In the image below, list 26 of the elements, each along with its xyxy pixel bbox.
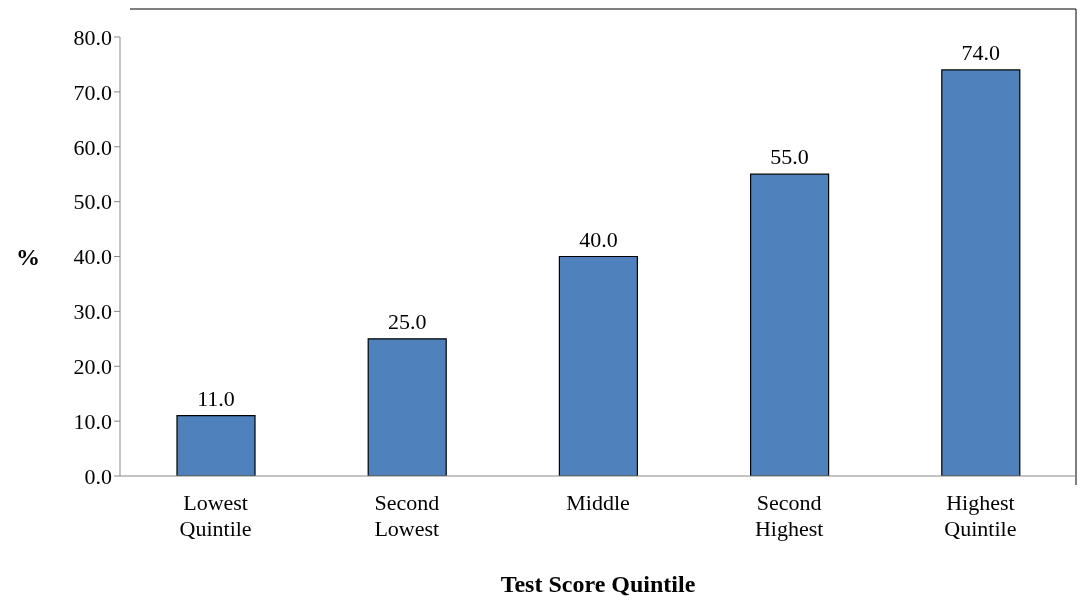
y-tick-label: 30.0 [73,299,112,325]
data-label: 25.0 [387,308,427,334]
x-axis-title: Test Score Quintile [500,571,696,597]
x-tick-label: Second Highest [754,490,824,541]
bar [367,338,447,476]
x-tick-label: Second Lowest [374,490,440,541]
y-tick-label: 40.0 [73,244,112,270]
data-label: 11.0 [197,385,235,411]
bar [750,173,830,476]
y-tick-label: 60.0 [73,134,112,160]
data-label: 40.0 [579,226,618,252]
bar [558,255,638,476]
y-tick-label: 50.0 [73,189,112,215]
bar [176,415,256,476]
x-tick-label: Middle [566,490,630,515]
x-tick-label: Lowest Quintile [179,490,252,541]
y-tick-label: 70.0 [73,79,112,105]
y-tick-label: 80.0 [73,24,112,50]
y-tick-label: 20.0 [73,354,112,380]
x-tick-label: Highest Quintile [944,490,1017,541]
bar [941,69,1021,476]
data-label: 74.0 [961,39,1001,65]
y-tick-label: 10.0 [73,408,112,434]
data-label: 55.0 [770,144,809,170]
y-tick-label: 0.0 [84,463,112,489]
y-axis-title: % [16,244,40,271]
